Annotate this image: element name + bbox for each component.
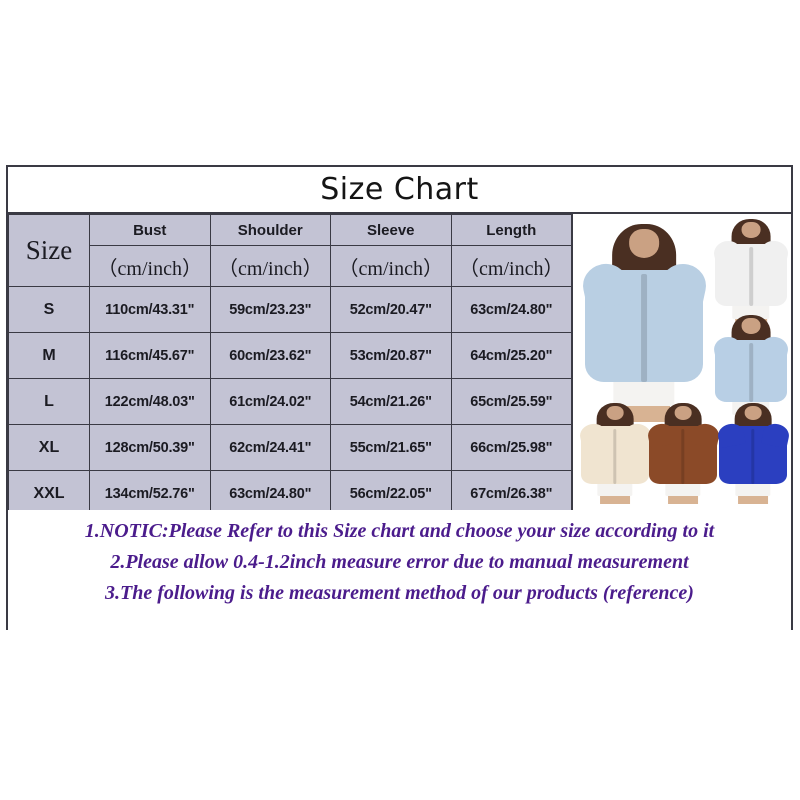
cell-size: L bbox=[8, 378, 90, 425]
cell-bust: 116cm/45.67" bbox=[89, 332, 211, 379]
cell-sleeve: 55cm/21.65" bbox=[330, 424, 452, 471]
hoodie-zipper bbox=[751, 428, 755, 484]
hoodie-body bbox=[715, 244, 787, 306]
cell-size: M bbox=[8, 332, 90, 379]
table-row: XXL 134cm/52.76" 63cm/24.80" 56cm/22.05"… bbox=[8, 470, 572, 517]
hoodie-zipper bbox=[749, 246, 753, 306]
header-length-unit: （cm/inch） bbox=[450, 245, 572, 287]
cell-bust: 122cm/48.03" bbox=[89, 378, 211, 425]
product-photo-collage bbox=[572, 214, 791, 510]
header-length: Length bbox=[450, 214, 572, 246]
cell-bust: 110cm/43.31" bbox=[89, 286, 211, 333]
table-row: XL 128cm/50.39" 62cm/24.41" 55cm/21.65" … bbox=[8, 424, 572, 471]
cell-sleeve: 56cm/22.05" bbox=[330, 470, 452, 517]
notice-block: 1.NOTIC:Please Refer to this Size chart … bbox=[8, 510, 791, 630]
hoodie-white-photo bbox=[715, 218, 787, 328]
hoodie-body bbox=[719, 426, 787, 484]
cell-length: 64cm/25.20" bbox=[450, 332, 572, 379]
header-sleeve-unit: （cm/inch） bbox=[330, 245, 452, 287]
chart-body: Size Bust Shoulder Sleeve Length （cm/inc… bbox=[8, 214, 791, 517]
cell-sleeve: 54cm/21.26" bbox=[330, 378, 452, 425]
hoodie-zipper bbox=[613, 428, 617, 484]
header-shoulder: Shoulder bbox=[209, 214, 331, 246]
cell-sleeve: 52cm/20.47" bbox=[330, 286, 452, 333]
table-header-row-names: Size Bust Shoulder Sleeve Length bbox=[8, 214, 572, 287]
size-chart-card: Size Chart Size Bust Shoulder Sleeve Len… bbox=[6, 165, 793, 630]
notice-line-3: 3.The following is the measurement metho… bbox=[105, 582, 694, 604]
hoodie-body bbox=[715, 340, 787, 402]
hoodie-zipper bbox=[681, 428, 685, 484]
cell-length: 67cm/26.38" bbox=[450, 470, 572, 517]
table-header-row-units: （cm/inch） （cm/inch） （cm/inch） （cm/inch） bbox=[9, 245, 572, 287]
table-row: L 122cm/48.03" 61cm/24.02" 54cm/21.26" 6… bbox=[8, 378, 572, 425]
cell-shoulder: 62cm/24.41" bbox=[209, 424, 331, 471]
hoodie-body bbox=[581, 426, 649, 484]
hoodie-royal-blue-photo bbox=[719, 402, 787, 504]
header-shoulder-unit: （cm/inch） bbox=[209, 245, 331, 287]
hoodie-light-blue-main-photo bbox=[585, 222, 703, 422]
hoodie-cream-photo bbox=[581, 402, 649, 504]
chart-title-band: Size Chart bbox=[8, 167, 791, 214]
cell-shoulder: 61cm/24.02" bbox=[209, 378, 331, 425]
hoodie-zipper bbox=[641, 274, 647, 382]
size-table: Size Bust Shoulder Sleeve Length （cm/inc… bbox=[8, 214, 572, 517]
header-size-corner: Size bbox=[8, 214, 90, 287]
cell-length: 65cm/25.59" bbox=[450, 378, 572, 425]
cell-size: XL bbox=[8, 424, 90, 471]
header-bust: Bust bbox=[89, 214, 211, 246]
cell-shoulder: 60cm/23.62" bbox=[209, 332, 331, 379]
page-title: Size Chart bbox=[320, 171, 479, 207]
notice-line-2: 2.Please allow 0.4-1.2inch measure error… bbox=[110, 551, 689, 573]
header-sleeve: Sleeve bbox=[330, 214, 452, 246]
cell-bust: 134cm/52.76" bbox=[89, 470, 211, 517]
cell-size: S bbox=[8, 286, 90, 333]
cell-bust: 128cm/50.39" bbox=[89, 424, 211, 471]
cell-size: XXL bbox=[8, 470, 90, 517]
notice-line-1: 1.NOTIC:Please Refer to this Size chart … bbox=[84, 520, 715, 542]
hoodie-body bbox=[585, 270, 703, 382]
hoodie-body bbox=[649, 426, 717, 484]
table-row: S 110cm/43.31" 59cm/23.23" 52cm/20.47" 6… bbox=[8, 286, 572, 333]
cell-length: 63cm/24.80" bbox=[450, 286, 572, 333]
header-bust-unit: （cm/inch） bbox=[89, 245, 211, 287]
hoodie-zipper bbox=[749, 342, 753, 402]
cell-shoulder: 59cm/23.23" bbox=[209, 286, 331, 333]
hoodie-brown-photo bbox=[649, 402, 717, 504]
cell-sleeve: 53cm/20.87" bbox=[330, 332, 452, 379]
cell-length: 66cm/25.98" bbox=[450, 424, 572, 471]
table-row: M 116cm/45.67" 60cm/23.62" 53cm/20.87" 6… bbox=[8, 332, 572, 379]
